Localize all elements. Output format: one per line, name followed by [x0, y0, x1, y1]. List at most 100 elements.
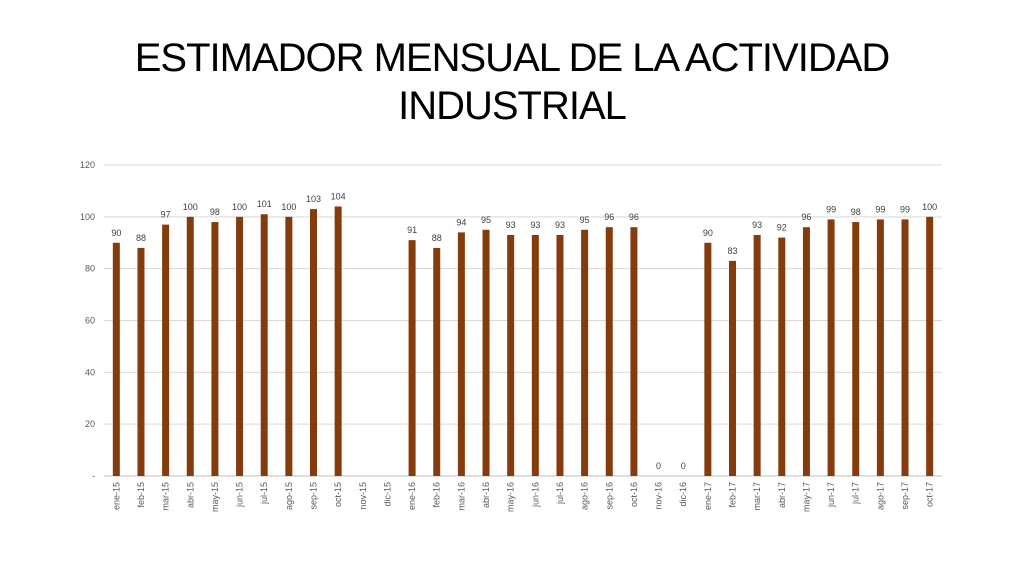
x-tick-label: jul-16 [555, 482, 565, 505]
data-label: 97 [161, 210, 171, 220]
x-tick-label: abr-16 [481, 482, 491, 508]
data-label: 96 [801, 212, 811, 222]
bar [137, 247, 145, 476]
bar [457, 232, 465, 476]
x-tick-label: sep-16 [604, 482, 614, 510]
x-tick-label: mar-17 [752, 482, 762, 511]
bar [482, 229, 490, 476]
data-label: 95 [580, 215, 590, 225]
bar [827, 219, 835, 477]
x-tick-label: may-17 [801, 482, 811, 512]
x-tick-label: jul-17 [851, 482, 861, 505]
x-tick-label: ago-16 [580, 482, 590, 510]
data-label: 93 [555, 220, 565, 230]
x-tick-label: mar-15 [161, 482, 171, 511]
data-label: 90 [703, 228, 713, 238]
x-tick-label: nov-16 [654, 482, 664, 510]
data-label: 100 [183, 202, 198, 212]
y-tick-label: 60 [85, 316, 95, 326]
x-tick-label: ene-17 [703, 482, 713, 510]
x-tick-label: ene-16 [407, 482, 417, 510]
data-label: 93 [530, 220, 540, 230]
x-tick-label: feb-16 [432, 482, 442, 508]
data-label: 100 [922, 202, 937, 212]
bar [112, 242, 120, 476]
slide-title-line-2: INDUSTRIAL [398, 84, 627, 128]
x-tick-label: jun-15 [235, 482, 245, 508]
x-tick-label: ago-17 [875, 482, 885, 510]
data-label: 93 [506, 220, 516, 230]
x-tick-label: mar-16 [456, 482, 466, 511]
bar [876, 219, 884, 477]
data-label: 104 [331, 191, 346, 201]
bar [334, 206, 342, 476]
x-tick-label: sep-17 [900, 482, 910, 510]
bar [802, 227, 810, 476]
bar [285, 216, 293, 477]
x-tick-label: may-16 [506, 482, 516, 512]
x-tick-label: ago-15 [284, 482, 294, 510]
x-tick-label: oct-16 [629, 482, 639, 507]
bar [408, 240, 416, 476]
bar [729, 260, 736, 476]
bar [260, 214, 268, 476]
bar [236, 216, 244, 477]
data-label: 103 [306, 194, 321, 204]
x-tick-label: oct-15 [333, 482, 343, 507]
y-tick-label: 80 [85, 264, 95, 274]
data-label: 88 [432, 233, 442, 243]
x-tick-label: abr-17 [777, 482, 787, 508]
bar [531, 234, 539, 476]
data-label: 100 [232, 202, 247, 212]
data-label: 95 [481, 215, 491, 225]
x-tick-label: abr-15 [185, 482, 195, 508]
bar [901, 219, 909, 477]
data-label: 94 [456, 217, 466, 227]
data-label: 98 [851, 207, 861, 217]
x-tick-label: sep-15 [309, 482, 319, 510]
data-label: 99 [875, 204, 885, 214]
data-label: 96 [629, 212, 639, 222]
data-label: 100 [281, 202, 296, 212]
bar [507, 234, 515, 476]
data-label: 101 [257, 199, 272, 209]
x-tick-label: may-15 [210, 482, 220, 512]
bar [211, 222, 219, 476]
bar [753, 234, 761, 476]
y-tick-label: 20 [85, 419, 95, 429]
bar [433, 247, 441, 476]
x-tick-label: feb-17 [728, 482, 738, 508]
slide-title-line-1: ESTIMADOR MENSUAL DE LA ACTIVIDAD [134, 36, 891, 80]
bar [605, 227, 613, 476]
data-label: 98 [210, 207, 220, 217]
data-label: 93 [752, 220, 762, 230]
bar [926, 216, 934, 477]
data-label: 0 [656, 461, 661, 471]
data-label: 88 [136, 233, 146, 243]
x-tick-label: jul-15 [259, 482, 269, 505]
bar [778, 237, 786, 476]
y-tick-label: - [92, 471, 95, 481]
data-label: 91 [407, 225, 417, 235]
data-label: 90 [111, 228, 121, 238]
slide-title: ESTIMADOR MENSUAL DE LA ACTIVIDAD INDUST… [0, 34, 1024, 130]
x-tick-label: dic-16 [678, 482, 688, 507]
data-label: 99 [900, 204, 910, 214]
y-tick-label: 120 [80, 160, 95, 170]
y-tick-label: 100 [80, 212, 95, 222]
x-tick-label: feb-15 [136, 482, 146, 508]
bar [704, 242, 712, 476]
data-label: 96 [604, 212, 614, 222]
x-tick-label: ene-15 [111, 482, 121, 510]
data-label: 99 [826, 204, 836, 214]
data-label: 83 [727, 246, 737, 256]
bar [162, 224, 170, 476]
x-tick-label: dic-15 [382, 482, 392, 507]
bar [581, 229, 589, 476]
x-tick-label: nov-15 [358, 482, 368, 510]
x-tick-label: oct-17 [925, 482, 935, 507]
x-tick-label: jun-17 [826, 482, 836, 508]
bar [310, 209, 317, 476]
data-label: 92 [777, 223, 787, 233]
